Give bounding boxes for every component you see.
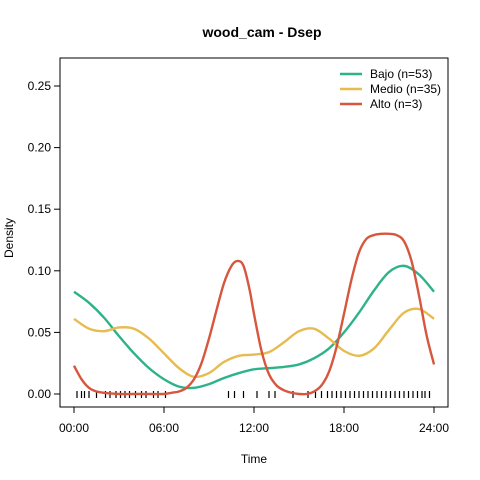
- legend-label-bajo: Bajo (n=53): [370, 67, 432, 81]
- x-tick-label: 00:00: [59, 421, 89, 435]
- series-line-bajo: [73, 264, 435, 390]
- series-lines: [72, 232, 436, 396]
- y-tick-label: 0.05: [28, 325, 52, 339]
- y-tick-label: 0.20: [28, 141, 52, 155]
- x-tick-label: 24:00: [419, 421, 449, 435]
- x-axis-label: Time: [241, 452, 268, 466]
- legend-label-alto: Alto (n=3): [370, 97, 422, 111]
- legend-label-medio: Medio (n=35): [370, 82, 441, 96]
- y-tick-label: 0.25: [28, 79, 52, 93]
- x-tick-label: 12:00: [239, 421, 269, 435]
- y-axis: 0.00 0.05 0.10 0.15 0.20 0.25: [28, 79, 61, 401]
- legend: Bajo (n=53)Medio (n=35)Alto (n=3): [340, 67, 441, 111]
- x-tick-label: 06:00: [149, 421, 179, 435]
- y-axis-label: Density: [2, 218, 16, 258]
- y-tick-label: 0.00: [28, 387, 52, 401]
- y-tick-label: 0.15: [28, 202, 52, 216]
- series-line-medio: [73, 307, 435, 379]
- y-tick-label: 0.10: [28, 264, 52, 278]
- series-line-alto: [72, 232, 436, 396]
- x-tick-label: 18:00: [329, 421, 359, 435]
- chart-title: wood_cam - Dsep: [201, 24, 321, 40]
- x-axis: 00:00 06:00 12:00 18:00 24:00: [59, 406, 449, 435]
